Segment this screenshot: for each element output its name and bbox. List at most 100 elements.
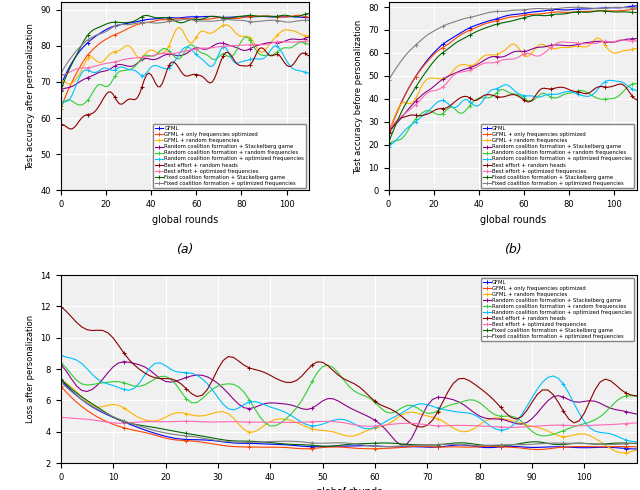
GFML + only frequencies optimized <box>120 27 128 33</box>
GFML <box>57 82 65 88</box>
Fixed coalition formation + Stackelberg game <box>626 9 634 15</box>
Best effort + optimized frequencies <box>188 418 196 424</box>
Best effort + optimized frequencies <box>172 50 180 56</box>
GFML + random frequencies <box>529 49 537 54</box>
Best effort + random heads <box>385 130 392 136</box>
Random coalition formation + Stackelberg game <box>305 34 313 40</box>
Line: Fixed coalition formation + optimized frequencies: Fixed coalition formation + optimized fr… <box>59 17 311 76</box>
Line: Best effort + random heads: Best effort + random heads <box>387 82 639 135</box>
Random coalition formation + optimized frequencies <box>477 100 485 106</box>
GFML + only frequencies optimized <box>294 12 301 18</box>
Random coalition formation + Stackelberg game <box>150 57 157 63</box>
Random coalition formation + Stackelberg game <box>397 442 405 448</box>
GFML <box>150 16 157 22</box>
GFML + random frequencies <box>116 48 124 53</box>
Line: Best effort + random heads: Best effort + random heads <box>59 46 311 131</box>
GFML + only frequencies optimized <box>113 31 121 37</box>
Random coalition formation + optimized frequencies <box>441 98 449 104</box>
GFML + only frequencies optimized <box>633 6 640 12</box>
Random coalition formation + optimized frequencies <box>606 77 614 83</box>
Random coalition formation + optimized frequencies <box>392 413 400 419</box>
GFML + only frequencies optimized <box>448 39 456 45</box>
Random coalition formation + Stackelberg game <box>633 36 640 42</box>
Fixed coalition formation + Stackelberg game <box>633 10 640 16</box>
Fixed coalition formation + optimized frequencies <box>150 20 157 26</box>
Y-axis label: Test accuracy before personalization: Test accuracy before personalization <box>354 19 363 173</box>
Random coalition formation + Stackelberg game <box>172 52 180 58</box>
Random coalition formation + Stackelberg game <box>202 46 209 52</box>
Best effort + optimized frequencies <box>296 39 304 45</box>
Fixed coalition formation + optimized frequencies <box>324 440 332 446</box>
GFML + random frequencies <box>188 412 196 418</box>
Fixed coalition formation + Stackelberg game <box>324 443 332 449</box>
Fixed coalition formation + optimized frequencies <box>477 12 485 18</box>
Random coalition formation + optimized frequencies <box>448 104 456 110</box>
Random coalition formation + Stackelberg game <box>623 409 630 415</box>
Best effort + random heads <box>57 122 65 128</box>
Line: Random coalition formation + Stackelberg game: Random coalition formation + Stackelberg… <box>59 35 311 92</box>
Fixed coalition formation + optimized frequencies <box>305 17 313 23</box>
Fixed coalition formation + Stackelberg game <box>204 434 211 440</box>
Text: (b): (b) <box>504 243 522 256</box>
Text: (a): (a) <box>176 243 194 256</box>
Best effort + optimized frequencies <box>120 57 128 63</box>
Random coalition formation + optimized frequencies <box>633 439 640 445</box>
Line: Random coalition formation + random frequencies: Random coalition formation + random freq… <box>387 81 639 147</box>
Fixed coalition formation + Stackelberg game <box>57 88 65 94</box>
Fixed coalition formation + Stackelberg game <box>120 20 128 25</box>
Fixed coalition formation + optimized frequencies <box>204 436 211 442</box>
Random coalition formation + optimized frequencies <box>626 85 634 91</box>
Fixed coalition formation + optimized frequencies <box>298 18 306 24</box>
Random coalition formation + optimized frequencies <box>305 71 313 76</box>
Best effort + random heads <box>258 45 266 50</box>
GFML + random frequencies <box>617 450 625 456</box>
GFML + only frequencies optimized <box>385 130 392 136</box>
GFML <box>633 446 640 452</box>
GFML + only frequencies optimized <box>150 18 157 24</box>
Fixed coalition formation + Stackelberg game <box>329 443 337 449</box>
Best effort + random heads <box>152 80 159 86</box>
Best effort + optimized frequencies <box>633 420 640 426</box>
Random coalition formation + random frequencies <box>305 41 313 47</box>
Best effort + random heads <box>477 95 485 100</box>
Random coalition formation + random frequencies <box>204 391 211 396</box>
Fixed coalition formation + Stackelberg game <box>296 13 304 19</box>
Best effort + random heads <box>116 101 124 107</box>
Line: Fixed coalition formation + optimized frequencies: Fixed coalition formation + optimized fr… <box>387 5 639 82</box>
Line: GFML + random frequencies: GFML + random frequencies <box>59 23 311 86</box>
Best effort + optimized frequencies <box>305 38 313 44</box>
Line: Fixed coalition formation + optimized frequencies: Fixed coalition formation + optimized fr… <box>59 380 639 449</box>
Random coalition formation + Stackelberg game <box>57 362 65 368</box>
GFML + random frequencies <box>324 428 332 434</box>
Fixed coalition formation + Stackelberg game <box>597 8 605 14</box>
Fixed coalition formation + optimized frequencies <box>188 434 196 440</box>
Best effort + optimized frequencies <box>204 419 211 425</box>
Random coalition formation + optimized frequencies <box>204 381 211 387</box>
GFML + random frequencies <box>612 448 620 454</box>
Best effort + random heads <box>633 393 640 399</box>
Best effort + optimized frequencies <box>441 82 449 88</box>
GFML + only frequencies optimized <box>624 7 632 13</box>
GFML + random frequencies <box>305 33 313 39</box>
Random coalition formation + optimized frequencies <box>202 59 209 65</box>
Fixed coalition formation + optimized frequencies <box>617 441 625 447</box>
Random coalition formation + random frequencies <box>150 53 157 59</box>
Fixed coalition formation + Stackelberg game <box>150 14 157 20</box>
Line: GFML + random frequencies: GFML + random frequencies <box>59 377 639 455</box>
Fixed coalition formation + optimized frequencies <box>113 22 121 28</box>
Fixed coalition formation + optimized frequencies <box>183 16 191 22</box>
Random coalition formation + optimized frequencies <box>120 65 128 71</box>
GFML + random frequencies <box>152 49 159 55</box>
Best effort + optimized frequencies <box>385 126 392 132</box>
Y-axis label: Loss after personalization: Loss after personalization <box>26 315 35 423</box>
Random coalition formation + random frequencies <box>392 409 400 415</box>
Best effort + optimized frequencies <box>633 38 640 44</box>
Line: Fixed coalition formation + Stackelberg game: Fixed coalition formation + Stackelberg … <box>59 377 639 448</box>
Line: Random coalition formation + optimized frequencies: Random coalition formation + optimized f… <box>387 78 639 149</box>
Random coalition formation + Stackelberg game <box>385 129 392 135</box>
GFML + random frequencies <box>441 75 449 81</box>
Fixed coalition formation + optimized frequencies <box>271 439 279 444</box>
GFML + random frequencies <box>271 416 279 422</box>
GFML + only frequencies optimized <box>529 11 537 17</box>
Random coalition formation + Stackelberg game <box>193 372 201 378</box>
